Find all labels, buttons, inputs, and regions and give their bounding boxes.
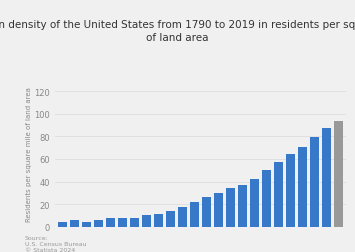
Bar [214,193,223,227]
Bar [334,121,343,227]
Bar [118,218,127,227]
Bar [322,129,331,227]
Bar [310,137,320,227]
Bar [142,215,151,227]
Bar [58,222,67,227]
Bar [238,185,247,227]
Bar [106,218,115,227]
Y-axis label: Residents per square mile of land area: Residents per square mile of land area [26,86,32,221]
Text: Source:
U.S. Census Bureau
© Statista 2024: Source: U.S. Census Bureau © Statista 20… [25,235,87,252]
Bar [70,220,79,227]
Bar [154,214,163,227]
Bar [82,222,91,227]
Bar [166,211,175,227]
Bar [250,179,259,227]
Bar [286,155,295,227]
Bar [298,148,307,227]
Bar [178,207,187,227]
Text: Population density of the United States from 1790 to 2019 in residents per squar: Population density of the United States … [0,20,355,43]
Bar [274,162,283,227]
Bar [94,220,103,227]
Bar [226,188,235,227]
Bar [190,203,199,227]
Bar [262,170,271,227]
Bar [130,218,139,227]
Bar [202,198,211,227]
